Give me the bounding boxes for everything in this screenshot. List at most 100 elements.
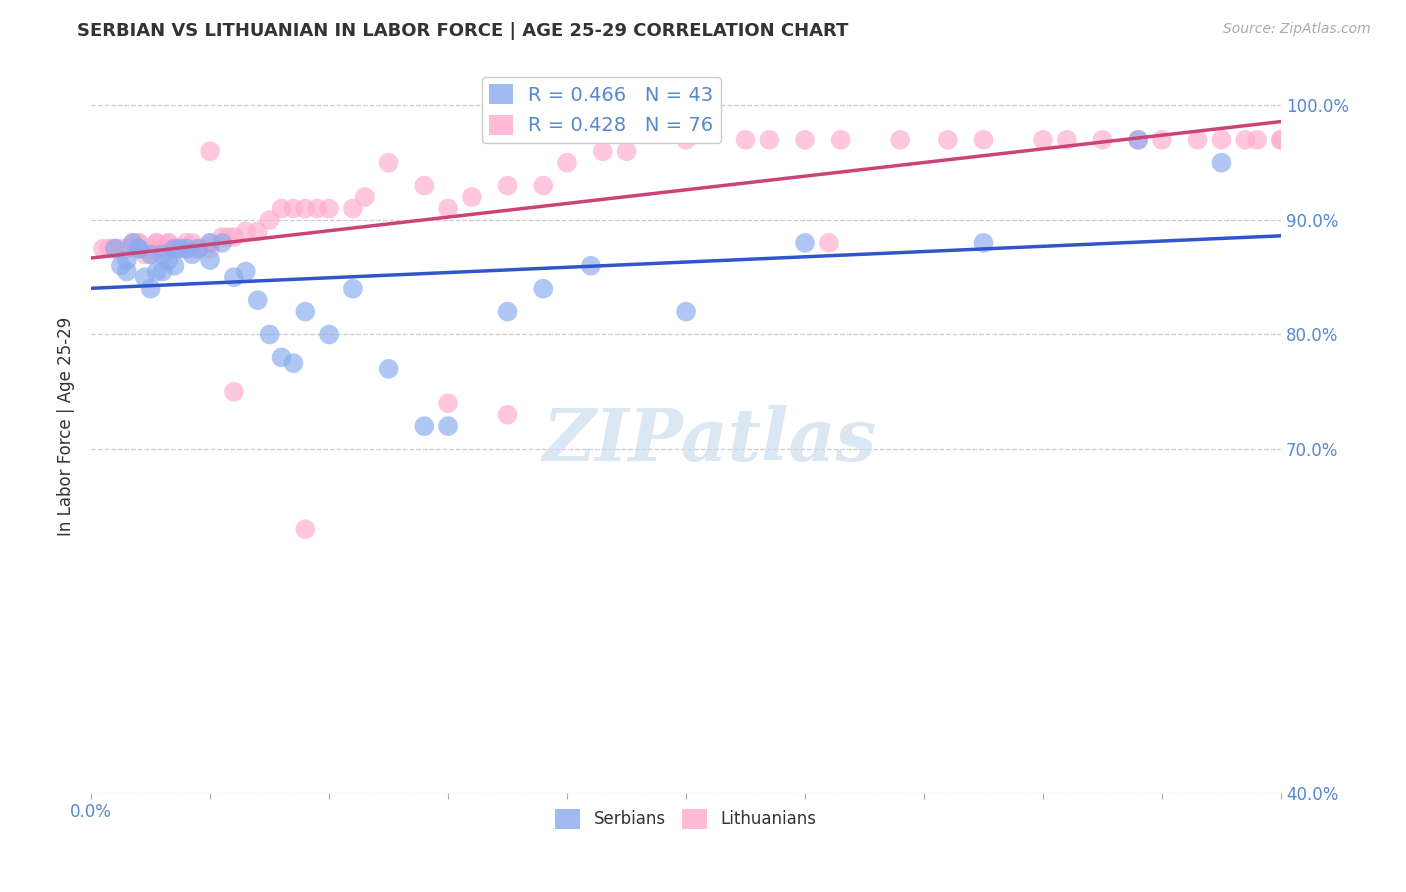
Point — [139, 247, 162, 261]
Point — [1246, 133, 1268, 147]
Point — [152, 247, 174, 261]
Point — [259, 213, 281, 227]
Point — [437, 396, 460, 410]
Point — [342, 202, 364, 216]
Point — [187, 242, 209, 256]
Point — [222, 384, 245, 399]
Point — [104, 242, 127, 256]
Point — [145, 235, 167, 250]
Point — [115, 242, 138, 256]
Point — [437, 202, 460, 216]
Point — [211, 235, 233, 250]
Point — [307, 202, 329, 216]
Point — [270, 202, 292, 216]
Point — [198, 253, 221, 268]
Point — [294, 202, 316, 216]
Point — [318, 202, 340, 216]
Point — [198, 145, 221, 159]
Point — [531, 178, 554, 193]
Point — [555, 155, 578, 169]
Point — [794, 133, 817, 147]
Point — [413, 419, 436, 434]
Point — [496, 304, 519, 318]
Point — [181, 247, 204, 261]
Legend: Serbians, Lithuanians: Serbians, Lithuanians — [548, 802, 824, 836]
Point — [794, 235, 817, 250]
Point — [115, 253, 138, 268]
Point — [198, 242, 221, 256]
Point — [318, 327, 340, 342]
Point — [157, 235, 180, 250]
Point — [128, 242, 150, 256]
Point — [187, 242, 209, 256]
Point — [134, 270, 156, 285]
Point — [294, 304, 316, 318]
Point — [675, 304, 697, 318]
Point — [377, 155, 399, 169]
Point — [187, 242, 209, 256]
Point — [222, 230, 245, 244]
Point — [145, 264, 167, 278]
Point — [1128, 133, 1150, 147]
Point — [259, 327, 281, 342]
Point — [128, 235, 150, 250]
Point — [675, 133, 697, 147]
Point — [270, 351, 292, 365]
Point — [169, 242, 191, 256]
Point — [246, 293, 269, 307]
Point — [139, 282, 162, 296]
Point — [531, 282, 554, 296]
Point — [163, 242, 186, 256]
Point — [91, 242, 114, 256]
Point — [110, 259, 132, 273]
Point — [115, 264, 138, 278]
Point — [121, 235, 143, 250]
Point — [817, 235, 839, 250]
Point — [152, 264, 174, 278]
Point — [1234, 133, 1257, 147]
Text: ZIPatlas: ZIPatlas — [543, 405, 877, 476]
Point — [496, 178, 519, 193]
Point — [115, 242, 138, 256]
Point — [110, 242, 132, 256]
Point — [1091, 133, 1114, 147]
Point — [413, 178, 436, 193]
Point — [758, 133, 780, 147]
Point — [1150, 133, 1173, 147]
Point — [121, 235, 143, 250]
Point — [973, 133, 995, 147]
Point — [1211, 133, 1233, 147]
Point — [163, 259, 186, 273]
Point — [139, 247, 162, 261]
Point — [294, 522, 316, 536]
Point — [176, 235, 198, 250]
Point — [1032, 133, 1054, 147]
Point — [176, 242, 198, 256]
Point — [496, 408, 519, 422]
Point — [579, 259, 602, 273]
Point — [235, 264, 257, 278]
Point — [152, 242, 174, 256]
Point — [973, 235, 995, 250]
Point — [592, 145, 614, 159]
Point — [830, 133, 852, 147]
Point — [222, 270, 245, 285]
Point — [163, 242, 186, 256]
Point — [152, 242, 174, 256]
Point — [139, 242, 162, 256]
Point — [1270, 133, 1292, 147]
Point — [217, 230, 239, 244]
Text: SERBIAN VS LITHUANIAN IN LABOR FORCE | AGE 25-29 CORRELATION CHART: SERBIAN VS LITHUANIAN IN LABOR FORCE | A… — [77, 22, 849, 40]
Point — [1128, 133, 1150, 147]
Point — [181, 235, 204, 250]
Point — [198, 235, 221, 250]
Point — [734, 133, 756, 147]
Point — [283, 356, 305, 370]
Point — [461, 190, 484, 204]
Point — [616, 145, 638, 159]
Point — [211, 230, 233, 244]
Point — [889, 133, 911, 147]
Point — [283, 202, 305, 216]
Point — [198, 235, 221, 250]
Point — [169, 242, 191, 256]
